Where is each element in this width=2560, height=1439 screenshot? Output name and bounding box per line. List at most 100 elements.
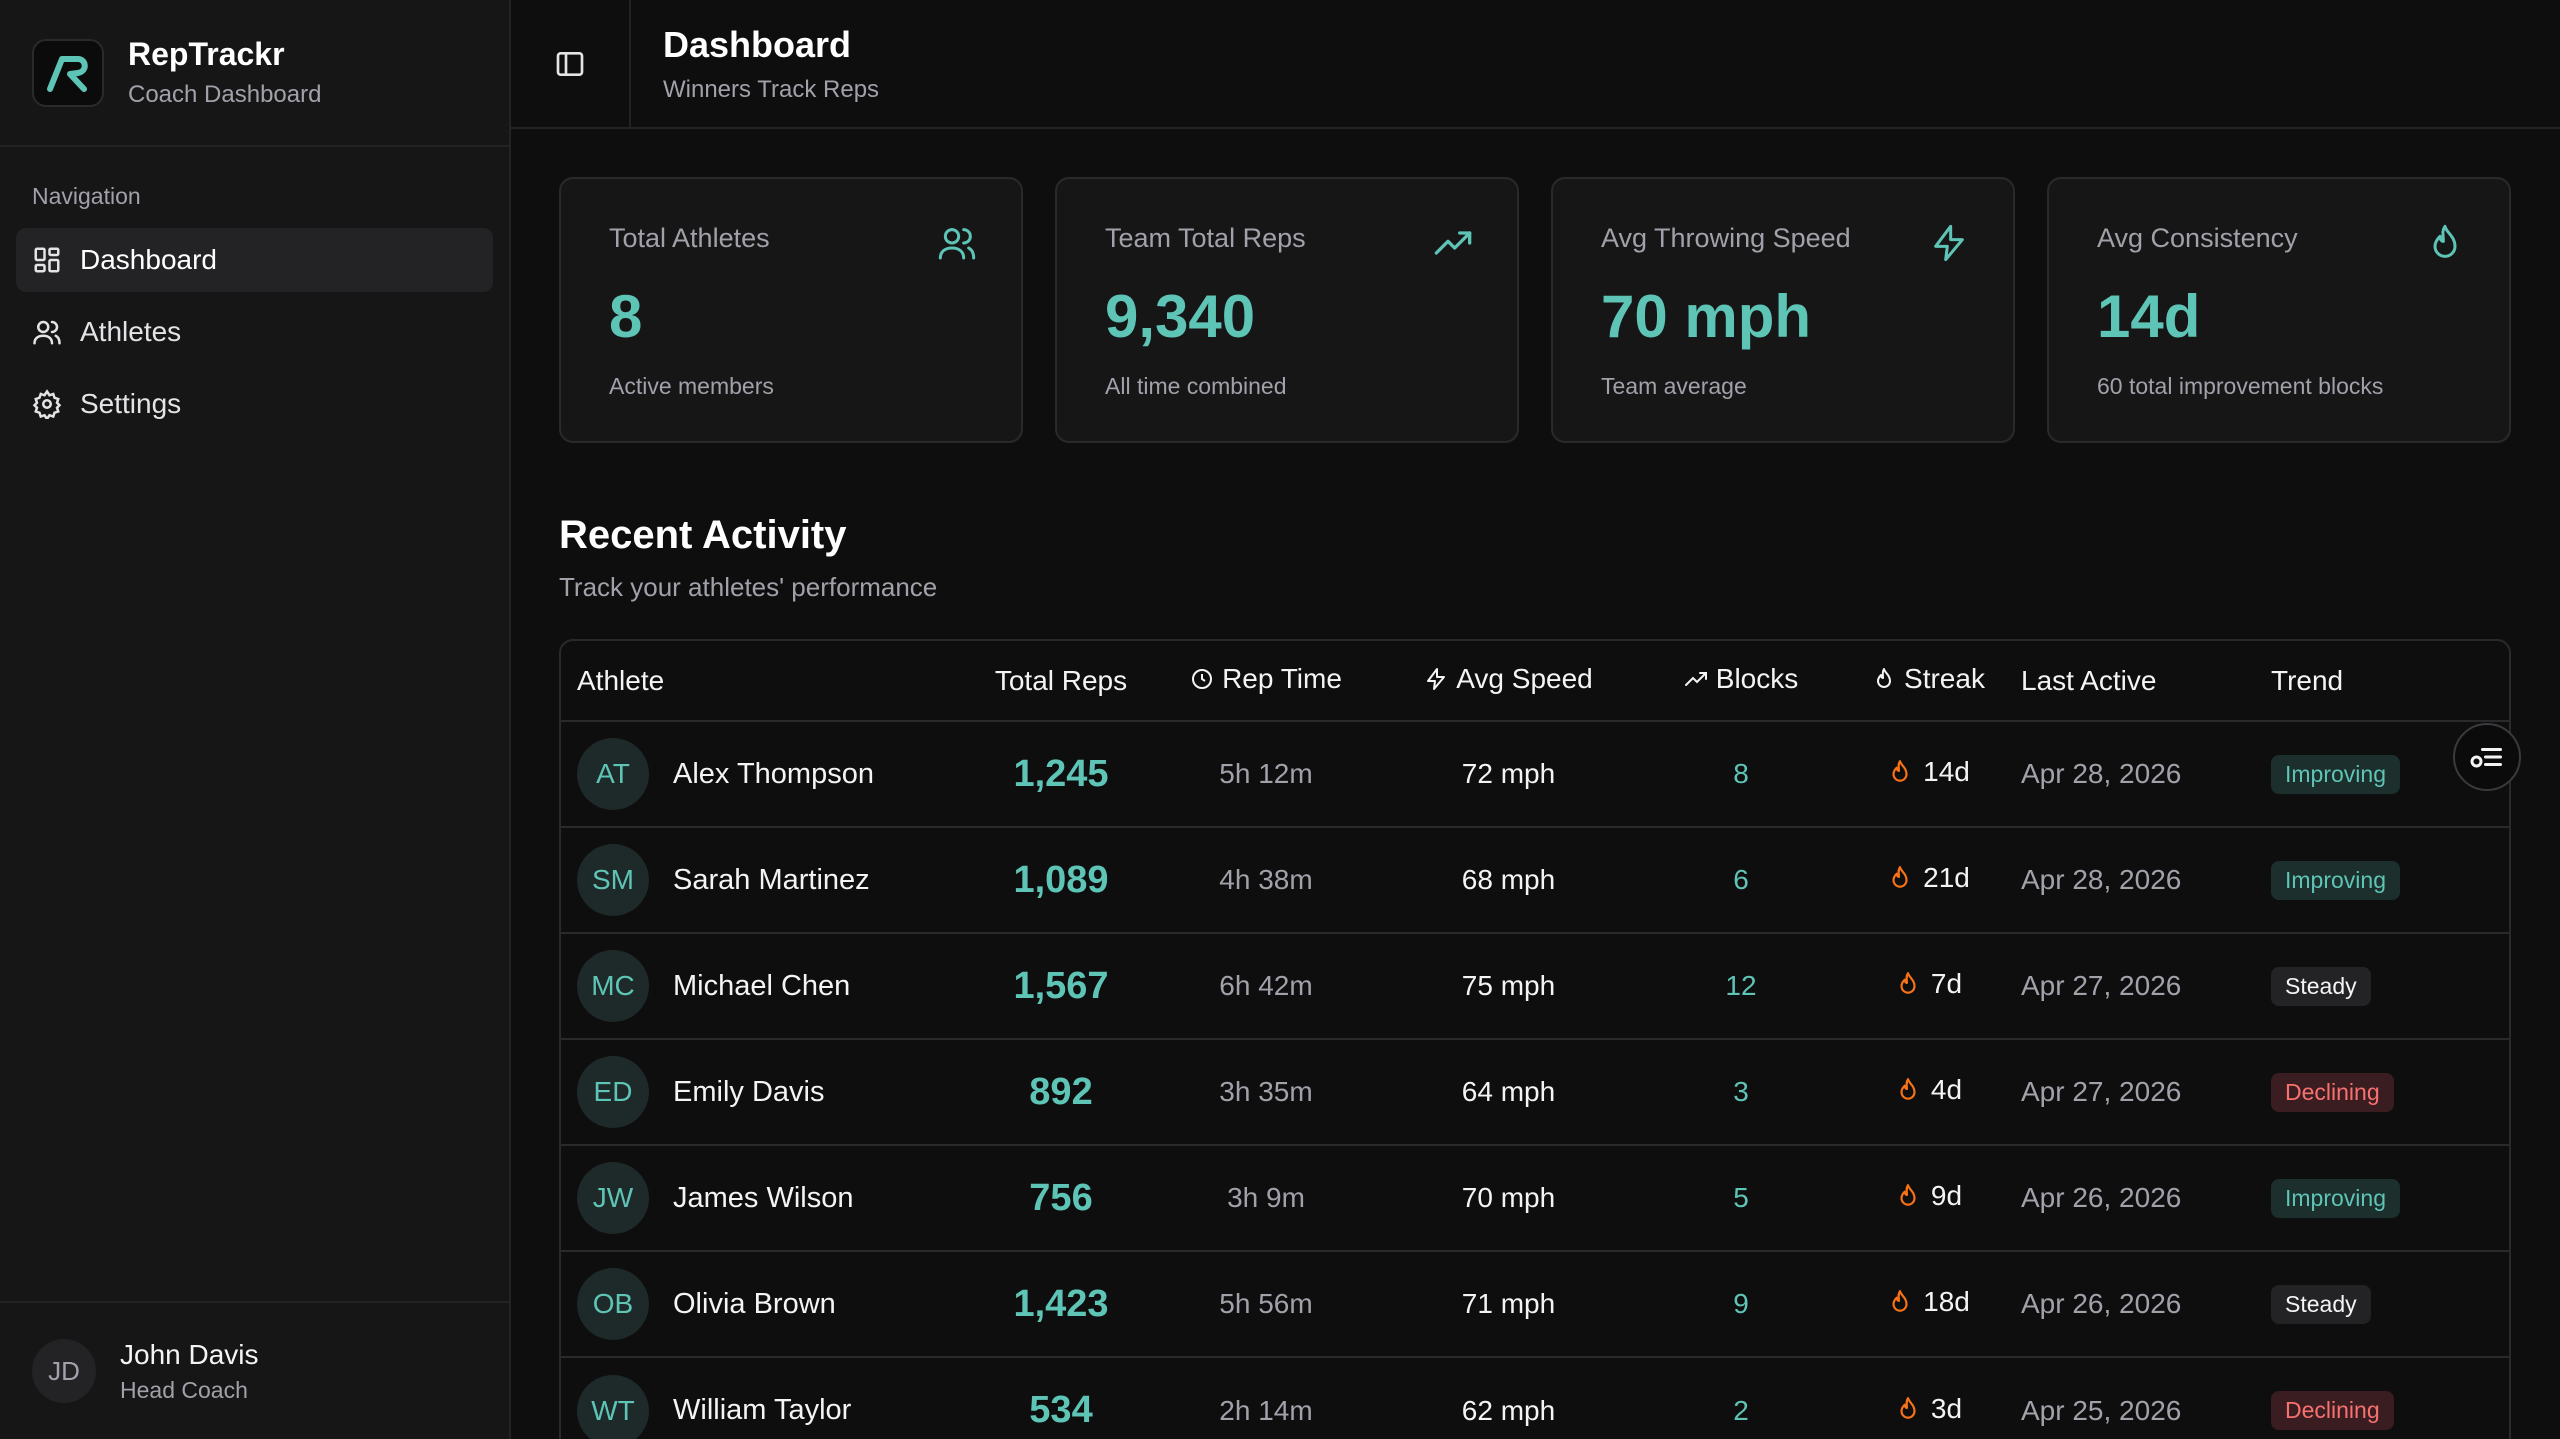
table-row[interactable]: OB Olivia Brown 1,423 5h 56m 71 mph 9 18… — [561, 1250, 2509, 1357]
sidebar-item-settings[interactable]: Settings — [16, 372, 493, 436]
total-reps: 1,567 — [1013, 964, 1109, 1007]
column-header-avg-speed[interactable]: Avg Speed — [1371, 641, 1646, 721]
stat-value: 14d — [2097, 283, 2201, 350]
section-title: Recent Activity — [559, 513, 847, 557]
trend-badge: Improving — [2271, 1178, 2400, 1218]
streak-value: 3d — [1930, 1392, 1963, 1424]
total-reps: 756 — [1029, 1176, 1093, 1219]
brand: RepTrackr Coach Dashboard — [0, 0, 509, 147]
sidebar-item-dashboard[interactable]: Dashboard — [16, 228, 493, 292]
athlete-name[interactable]: William Taylor — [673, 1394, 852, 1426]
section-subtitle: Track your athletes' performance — [559, 572, 938, 602]
nav-label: Navigation — [32, 183, 141, 209]
table-row[interactable]: JW James Wilson 756 3h 9m 70 mph 5 9d Ap… — [561, 1144, 2509, 1251]
table-row[interactable]: SM Sarah Martinez 1,089 4h 38m 68 mph 6 … — [561, 826, 2509, 933]
user-role: Head Coach — [120, 1376, 248, 1403]
column-header-streak[interactable]: Streak — [1836, 641, 2021, 721]
main-content: Dashboard Winners Track Reps Total Athle… — [511, 0, 2560, 1439]
athlete-avatar: JW — [577, 1162, 649, 1234]
rep-time: 3h 9m — [1227, 1182, 1305, 1213]
app-logo — [32, 38, 104, 107]
flame-icon — [1900, 1396, 1916, 1419]
avg-speed: 70 mph — [1461, 1182, 1556, 1213]
trend-badge: Declining — [2271, 1072, 2394, 1112]
blocks: 2 — [1733, 1394, 1749, 1426]
blocks: 6 — [1733, 864, 1749, 895]
sidebar-toggle-button[interactable] — [511, 0, 631, 128]
avg-speed: 68 mph — [1461, 864, 1556, 895]
last-active: Apr 26, 2026 — [2021, 1288, 2182, 1319]
last-active: Apr 27, 2026 — [2021, 1076, 2182, 1107]
athlete-name[interactable]: Alex Thompson — [673, 757, 874, 790]
column-header-total-reps[interactable]: Total Reps — [994, 664, 1128, 696]
table-row[interactable]: ED Emily Davis 892 3h 35m 64 mph 3 4d Ap… — [561, 1038, 2509, 1145]
column-header-rep-time[interactable]: Rep Time — [1161, 641, 1371, 721]
rep-time: 6h 42m — [1219, 970, 1313, 1001]
users-icon — [33, 320, 61, 345]
avg-speed: 62 mph — [1461, 1394, 1556, 1426]
athlete-name[interactable]: James Wilson — [673, 1181, 854, 1214]
rep-time: 3h 35m — [1219, 1076, 1313, 1107]
stat-card-team-total-reps: Team Total Reps 9,340 All time combined — [1055, 177, 1519, 443]
stat-card-avg-throwing-speed: Avg Throwing Speed 70 mph Team average — [1551, 177, 2015, 443]
trending-up-icon — [1684, 672, 1707, 686]
streak-value: 7d — [1930, 968, 1963, 999]
stat-label: Team Total Reps — [1105, 223, 1306, 253]
streak-value: 21d — [1923, 862, 1970, 893]
athlete-avatar: ED — [577, 1056, 649, 1128]
blocks: 8 — [1733, 758, 1749, 789]
flame-icon — [1900, 972, 1916, 994]
athlete-avatar: WT — [577, 1374, 649, 1439]
lightning-icon — [1427, 668, 1446, 690]
flame-icon — [1892, 1290, 1908, 1312]
last-active: Apr 28, 2026 — [2021, 864, 2182, 895]
athlete-avatar: OB — [577, 1268, 649, 1340]
last-active: Apr 28, 2026 — [2021, 758, 2182, 789]
athlete-name[interactable]: Michael Chen — [673, 969, 851, 1002]
avg-speed: 71 mph — [1461, 1288, 1556, 1319]
table-header-row: Athlete Total Reps Rep Time Avg Speed Bl… — [561, 641, 2509, 721]
blocks: 9 — [1733, 1288, 1749, 1319]
trend-badge: Improving — [2271, 860, 2400, 900]
user-profile[interactable]: JD John Davis Head Coach — [0, 1301, 509, 1439]
stat-label: Total Athletes — [609, 223, 770, 253]
column-header-trend[interactable]: Trend — [2271, 664, 2344, 696]
stat-card-avg-consistency: Avg Consistency 14d 60 total improvement… — [2047, 177, 2511, 443]
column-header-athlete[interactable]: Athlete — [577, 664, 665, 696]
sidebar-item-athletes[interactable]: Athletes — [16, 300, 493, 364]
page-subtitle: Winners Track Reps — [663, 75, 880, 103]
total-reps: 1,089 — [1013, 858, 1109, 901]
sidebar-item-label: Dashboard — [80, 244, 217, 275]
athlete-name[interactable]: Emily Davis — [673, 1075, 825, 1108]
total-reps: 1,245 — [1013, 752, 1109, 795]
brand-title: RepTrackr — [128, 36, 285, 72]
table-row[interactable]: AT Alex Thompson 1,245 5h 12m 72 mph 8 1… — [561, 720, 2509, 827]
rep-time: 5h 12m — [1219, 758, 1313, 789]
stat-subtext: All time combined — [1105, 373, 1287, 399]
table-row[interactable]: MC Michael Chen 1,567 6h 42m 75 mph 12 7… — [561, 932, 2509, 1039]
stat-label: Avg Consistency — [2097, 223, 2298, 253]
filter-button[interactable] — [2453, 723, 2521, 791]
last-active: Apr 27, 2026 — [2021, 970, 2182, 1001]
athlete-name[interactable]: Sarah Martinez — [673, 863, 870, 896]
rep-time: 2h 14m — [1219, 1394, 1313, 1426]
topbar: Dashboard Winners Track Reps — [511, 0, 2560, 129]
column-header-last-active[interactable]: Last Active — [2021, 664, 2157, 696]
page-title: Dashboard — [663, 23, 852, 65]
clock-icon — [1192, 669, 1213, 689]
athlete-avatar: MC — [577, 950, 649, 1022]
athlete-name[interactable]: Olivia Brown — [673, 1287, 836, 1320]
trend-badge: Declining — [2271, 1391, 2394, 1430]
users-icon — [938, 228, 976, 260]
streak-value: 9d — [1930, 1180, 1963, 1211]
stats-row: Total Athletes 8 Active members Team Tot… — [559, 177, 2512, 443]
dashboard-icon — [34, 247, 60, 273]
sidebar-item-label: Settings — [80, 388, 182, 419]
rep-time: 5h 56m — [1219, 1288, 1313, 1319]
flame-icon — [1892, 760, 1908, 782]
rep-time: 4h 38m — [1219, 864, 1313, 895]
user-name: John Davis — [120, 1338, 259, 1370]
table-row[interactable]: WT William Taylor 534 2h 14m 62 mph 2 3d… — [561, 1356, 2509, 1439]
column-header-blocks[interactable]: Blocks — [1646, 641, 1836, 721]
flame-icon — [1900, 1078, 1916, 1100]
